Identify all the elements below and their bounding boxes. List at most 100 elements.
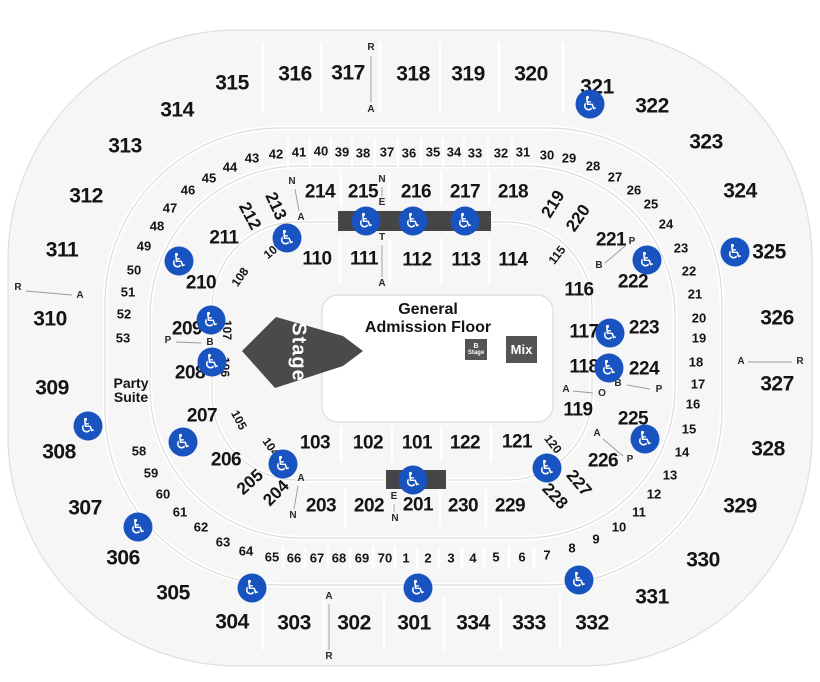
section-210[interactable]: 210: [185, 272, 217, 294]
row-number-12: 12: [646, 486, 662, 502]
wheelchair-accessible-icon[interactable]: ♿: [594, 353, 624, 383]
section-330[interactable]: 330: [686, 548, 720, 572]
section-209[interactable]: 209: [171, 318, 203, 340]
wheelchair-accessible-icon[interactable]: ♿: [403, 573, 433, 603]
section-315[interactable]: 315: [215, 71, 249, 95]
wheelchair-accessible-icon[interactable]: ♿: [272, 223, 302, 253]
section-230[interactable]: 230: [447, 495, 479, 517]
section-113[interactable]: 113: [451, 249, 481, 271]
section-121[interactable]: 121: [501, 431, 533, 453]
section-309[interactable]: 309: [35, 376, 69, 400]
section-331[interactable]: 331: [635, 585, 669, 609]
section-215[interactable]: 215: [347, 181, 379, 203]
section-329[interactable]: 329: [723, 494, 757, 518]
section-103[interactable]: 103: [299, 432, 331, 454]
wheelchair-accessible-icon[interactable]: ♿: [73, 411, 103, 441]
section-119[interactable]: 119: [563, 399, 593, 421]
row-number-35: 35: [425, 144, 441, 160]
wheelchair-accessible-icon[interactable]: ♿: [351, 206, 381, 236]
section-324[interactable]: 324: [723, 179, 757, 203]
section-320[interactable]: 320: [514, 62, 548, 86]
section-318[interactable]: 318: [396, 62, 430, 86]
section-319[interactable]: 319: [451, 62, 485, 86]
wheelchair-accessible-icon[interactable]: ♿: [268, 449, 298, 479]
section-313[interactable]: 313: [108, 134, 142, 158]
section-322[interactable]: 322: [635, 94, 669, 118]
section-122[interactable]: 122: [449, 432, 481, 454]
wheelchair-accessible-icon[interactable]: ♿: [450, 206, 480, 236]
section-229[interactable]: 229: [494, 495, 526, 517]
section-303[interactable]: 303: [277, 611, 311, 635]
section-314[interactable]: 314: [160, 98, 194, 122]
section-333[interactable]: 333: [512, 611, 546, 635]
section-207[interactable]: 207: [186, 405, 218, 427]
section-114[interactable]: 114: [498, 249, 528, 271]
wheelchair-accessible-icon[interactable]: ♿: [196, 305, 226, 335]
section-117[interactable]: 117: [569, 321, 599, 343]
section-334[interactable]: 334: [456, 611, 490, 635]
floor-label-line2: Admission Floor: [364, 319, 492, 336]
wheelchair-accessible-icon[interactable]: ♿: [237, 573, 267, 603]
section-112[interactable]: 112: [402, 249, 432, 271]
wheelchair-accessible-icon[interactable]: ♿: [630, 424, 660, 454]
section-323[interactable]: 323: [689, 130, 723, 154]
section-304[interactable]: 304: [215, 610, 249, 634]
section-218[interactable]: 218: [497, 181, 529, 203]
wheelchair-accessible-icon[interactable]: ♿: [164, 246, 194, 276]
wheelchair-accessible-icon[interactable]: ♿: [123, 512, 153, 542]
section-302[interactable]: 302: [337, 611, 371, 635]
section-301[interactable]: 301: [397, 611, 431, 635]
wheelchair-accessible-icon[interactable]: ♿: [632, 245, 662, 275]
section-311[interactable]: 311: [45, 238, 79, 262]
section-223[interactable]: 223: [628, 317, 660, 339]
section-206[interactable]: 206: [210, 449, 242, 471]
section-307[interactable]: 307: [68, 496, 102, 520]
wheelchair-accessible-icon[interactable]: ♿: [532, 453, 562, 483]
row-number-6: 6: [518, 549, 526, 565]
section-116[interactable]: 116: [564, 279, 594, 301]
section-224[interactable]: 224: [628, 358, 660, 380]
section-317[interactable]: 317: [331, 61, 365, 85]
section-216[interactable]: 216: [400, 181, 432, 203]
section-222[interactable]: 222: [617, 271, 649, 293]
wheelchair-accessible-icon[interactable]: ♿: [197, 347, 227, 377]
wheelchair-accessible-icon[interactable]: ♿: [168, 427, 198, 457]
section-325[interactable]: 325: [752, 240, 786, 264]
section-332[interactable]: 332: [575, 611, 609, 635]
section-305[interactable]: 305: [156, 581, 190, 605]
section-202[interactable]: 202: [353, 495, 385, 517]
section-201[interactable]: 201: [402, 494, 434, 516]
wheelchair-accessible-icon[interactable]: ♿: [564, 565, 594, 595]
section-203[interactable]: 203: [305, 495, 337, 517]
section-party-suite[interactable]: Party Suite: [113, 376, 148, 404]
section-221[interactable]: 221: [595, 229, 627, 251]
general-admission-floor-label[interactable]: General Admission Floor: [365, 301, 491, 337]
row-number-23: 23: [673, 240, 689, 256]
section-316[interactable]: 316: [278, 62, 312, 86]
wheelchair-accessible-icon[interactable]: ♿: [575, 89, 605, 119]
section-326[interactable]: 326: [760, 306, 794, 330]
section-110[interactable]: 110: [302, 248, 332, 270]
section-101[interactable]: 101: [401, 432, 433, 454]
section-328[interactable]: 328: [751, 437, 785, 461]
section-118[interactable]: 118: [569, 356, 599, 378]
section-214[interactable]: 214: [304, 181, 336, 203]
wheelchair-accessible-icon[interactable]: ♿: [720, 237, 750, 267]
section-327[interactable]: 327: [760, 372, 794, 396]
section-217[interactable]: 217: [449, 181, 481, 203]
section-226[interactable]: 226: [587, 450, 619, 472]
section-102[interactable]: 102: [352, 432, 384, 454]
section-306[interactable]: 306: [106, 546, 140, 570]
section-211[interactable]: 211: [209, 227, 239, 249]
wheelchair-accessible-icon[interactable]: ♿: [398, 465, 428, 495]
wheelchair-accessible-icon[interactable]: ♿: [398, 206, 428, 236]
section-310[interactable]: 310: [33, 307, 67, 331]
section-111[interactable]: 111: [349, 248, 379, 270]
row-number-37: 37: [379, 144, 395, 160]
row-number-65: 65: [264, 549, 280, 565]
row-marker-o: O: [598, 388, 606, 399]
wheelchair-accessible-icon[interactable]: ♿: [595, 318, 625, 348]
section-308[interactable]: 308: [42, 440, 76, 464]
section-312[interactable]: 312: [69, 184, 103, 208]
section-225[interactable]: 225: [617, 408, 649, 430]
